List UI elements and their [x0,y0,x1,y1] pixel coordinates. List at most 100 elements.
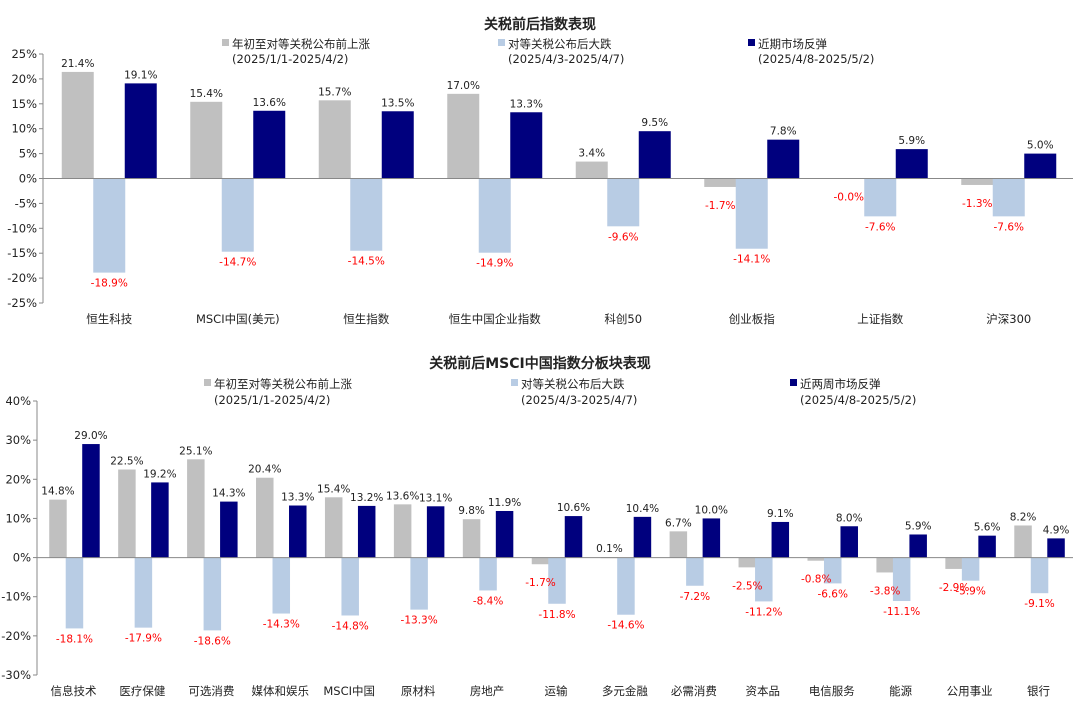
data-label: 9.5% [641,117,668,129]
data-label: -8.4% [473,595,503,607]
bar-pre [462,519,481,558]
data-label: 10.4% [626,503,659,515]
legend-period: (2025/4/3-2025/4/7) [508,52,624,66]
bar-drop [203,557,222,631]
bar-pre [393,504,412,558]
y-tick-label: -5% [15,196,37,210]
x-category-label: MSCI中国 [323,684,375,698]
data-label: 15.4% [190,88,223,100]
data-label: 13.5% [381,97,414,109]
x-category-label: 资本品 [746,684,781,698]
legend-period: (2025/4/8-2025/5/2) [800,393,916,407]
bar-drop [548,557,566,604]
bar-pre [187,459,205,558]
x-category-label: 恒生中国企业指数 [449,312,541,326]
x-category-label: 上证指数 [857,312,903,326]
legend-swatch [511,379,518,386]
bar-pre [447,93,480,179]
x-category-label: 运输 [545,684,568,698]
data-label: -6.6% [817,588,847,600]
y-tick-label: -25% [7,296,37,310]
data-label: -9.6% [608,231,638,243]
data-label: 17.0% [447,80,480,92]
data-label: -14.5% [348,256,385,268]
bar-rebound [564,516,583,558]
x-category-label: 恒生科技 [86,312,132,326]
data-label: 15.4% [317,483,350,495]
legend-label: 对等关税公布后大跌 [508,37,612,51]
bar-drop [272,557,291,614]
data-label: 13.6% [386,490,419,502]
y-tick-label: 30% [5,433,31,447]
x-category-label: 能源 [889,684,912,698]
data-label: -17.9% [125,633,162,645]
data-label: 9.1% [767,508,794,520]
x-category-label: 科创50 [604,312,642,326]
data-label: -18.6% [194,635,231,647]
bar-rebound [289,505,307,558]
x-category-label: 创业板指 [729,312,775,326]
chart-title: 关税前后指数表现 [484,16,596,33]
bar-drop [686,557,704,586]
x-category-label: 房地产 [470,684,505,698]
bar-drop [134,557,153,628]
bar-rebound [510,112,543,179]
bar-pre [49,499,67,558]
data-label: -14.7% [219,257,256,269]
legend-swatch [204,379,211,386]
data-label: -11.8% [538,609,575,621]
bar-pre [738,557,757,568]
y-tick-label: 5% [19,147,37,161]
bar-drop [341,557,359,616]
bar-pre [575,161,608,179]
data-label: -2.9% [939,582,969,594]
y-tick-label: 0% [13,551,31,565]
data-label: 10.6% [557,502,590,514]
bar-pre [118,469,136,558]
bar-drop [1030,557,1049,594]
data-label: -3.8% [870,585,900,597]
bar-drop [478,178,511,253]
x-category-label: 必需消费 [671,684,717,698]
y-tick-label: -30% [1,668,31,682]
bar-rebound [1024,153,1057,179]
bar-pre [256,477,274,558]
legend-label: 对等关税公布后大跌 [521,377,625,391]
data-label: -14.6% [607,620,644,632]
bar-drop [479,557,497,591]
bar-pre [531,557,550,565]
legend-label: 近两周市场反弹 [800,377,881,391]
data-label: -13.3% [401,615,438,627]
legend-period: (2025/1/1-2025/4/2) [232,52,348,66]
y-tick-label: 0% [19,172,37,186]
y-tick-label: -10% [7,221,37,235]
bar-pre [61,71,94,179]
x-category-label: 多元金融 [602,684,648,698]
data-label: 14.8% [41,486,74,498]
data-label: -18.1% [56,633,93,645]
chart-title: 关税前后MSCI中国指数分板块表现 [429,355,651,372]
data-label: -11.2% [745,606,782,618]
y-tick-label: 10% [5,511,31,525]
bar-rebound [909,534,927,558]
x-category-label: MSCI中国(美元) [196,312,280,326]
x-category-label: 媒体和娱乐 [252,684,310,698]
bar-drop [617,557,635,615]
data-label: 22.5% [110,456,143,468]
data-label: 19.2% [143,468,176,480]
bar-drop [892,557,911,602]
data-label: 13.2% [350,492,383,504]
x-category-label: 医疗保健 [119,684,165,698]
legend-period: (2025/4/3-2025/4/7) [521,393,637,407]
data-label: 15.7% [318,86,351,98]
bar-pre [876,557,894,573]
bar-drop [221,178,254,252]
bar-pre [704,178,737,187]
data-label: 11.9% [488,497,521,509]
data-label: -1.3% [962,198,992,210]
bar-drop [755,557,773,602]
data-label: -14.3% [263,619,300,631]
bar-rebound [381,111,414,179]
bar-drop [65,557,84,629]
